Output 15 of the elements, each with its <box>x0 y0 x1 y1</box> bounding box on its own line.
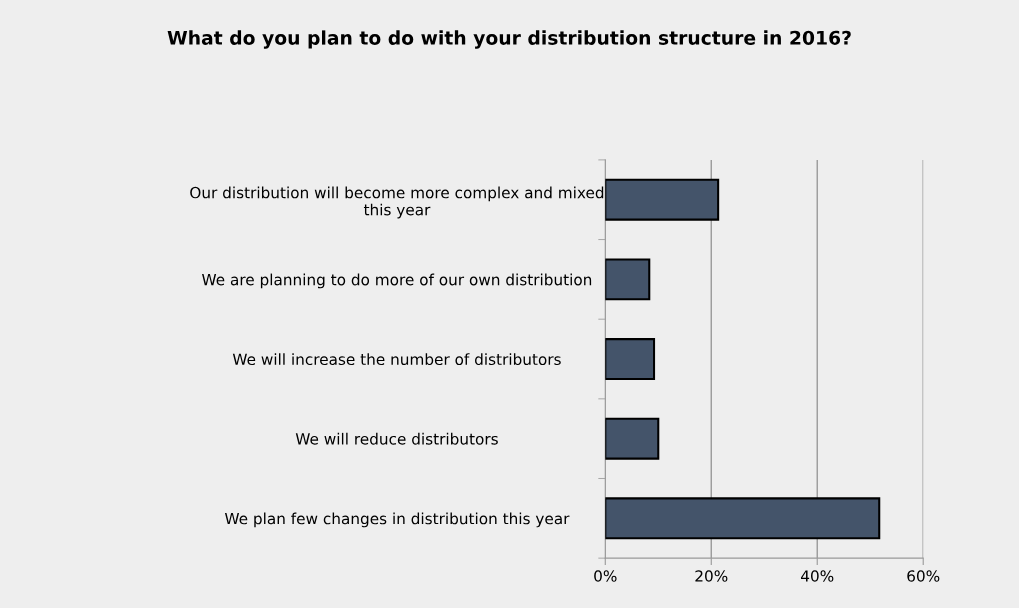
y-tick-label: We plan few changes in distribution this year <box>224 512 570 528</box>
bar <box>605 258 651 301</box>
y-tick-label: We are planning to do more of our own distribution <box>202 273 592 289</box>
x-tick-label: 40% <box>801 570 834 582</box>
bar <box>605 417 660 460</box>
bar <box>605 338 656 380</box>
chart-title: What do you plan to do with your distribution structure in 2016? <box>167 30 851 49</box>
x-tick-label: 60% <box>907 570 940 582</box>
bar <box>605 178 720 221</box>
y-tick-label: We will increase the number of distributors <box>232 353 561 366</box>
bar <box>605 497 881 540</box>
y-tick-label: We will reduce distributors <box>295 432 498 445</box>
x-tick-label: 0% <box>594 570 617 582</box>
y-tick-label: Our distribution will become more complex and mixed this year <box>190 186 604 219</box>
x-tick-label: 20% <box>695 570 728 582</box>
